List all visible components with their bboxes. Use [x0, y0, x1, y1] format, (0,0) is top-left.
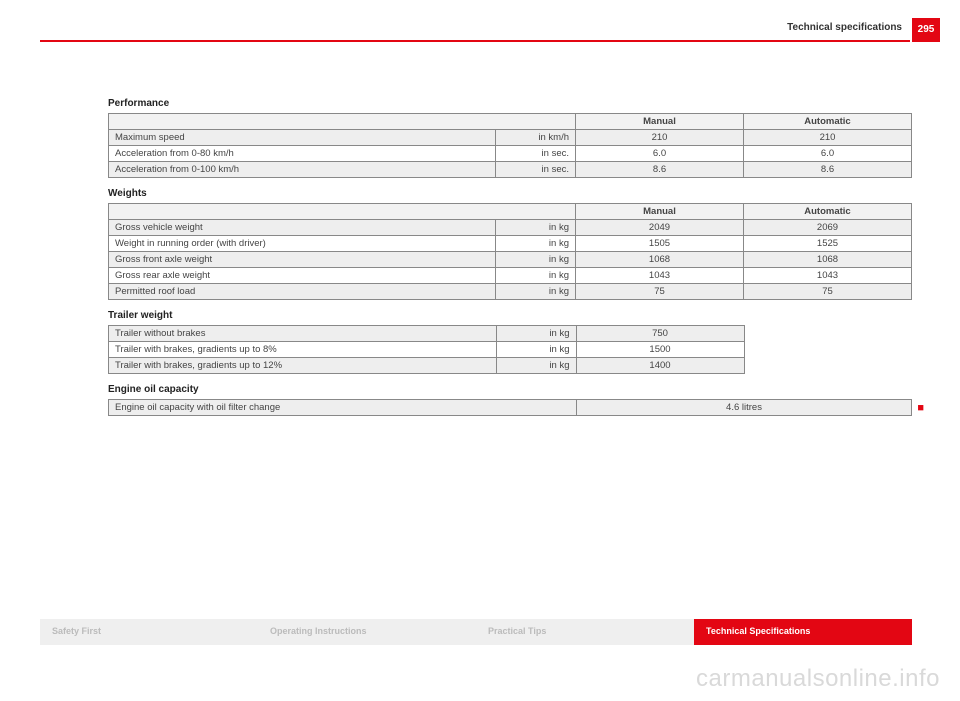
cell-manual: 2049 [576, 220, 744, 236]
cell-label: Gross front axle weight [109, 252, 496, 268]
header-title: Technical specifications [787, 22, 902, 33]
table-header-row: Manual Automatic [109, 114, 912, 130]
performance-table: Manual Automatic Maximum speed in km/h 2… [108, 113, 912, 178]
end-mark-icon: ■ [917, 402, 924, 414]
table-row: Acceleration from 0-80 km/h in sec. 6.0 … [109, 146, 912, 162]
cell-automatic: 6.0 [744, 146, 912, 162]
cell-unit: in kg [496, 342, 576, 358]
header-rule [40, 40, 910, 42]
table-header-row: Manual Automatic [109, 204, 912, 220]
cell-manual: 1043 [576, 268, 744, 284]
cell-automatic: 1525 [744, 236, 912, 252]
cell-unit: in kg [496, 326, 576, 342]
cell-value: 1400 [576, 358, 744, 374]
cell-empty [744, 326, 912, 342]
cell-unit: in kg [496, 268, 576, 284]
cell-label: Weight in running order (with driver) [109, 236, 496, 252]
page-header: Technical specifications 295 [40, 18, 960, 40]
table-row: Trailer without brakes in kg 750 [109, 326, 913, 342]
cell-automatic: 75 [744, 284, 912, 300]
cell-empty [744, 342, 912, 358]
cell-label: Gross rear axle weight [109, 268, 496, 284]
table-header-automatic: Automatic [744, 114, 912, 130]
cell-value: 1500 [576, 342, 744, 358]
table-row: Gross front axle weight in kg 1068 1068 [109, 252, 912, 268]
footer-nav: Safety First Operating Instructions Prac… [40, 619, 912, 645]
cell-empty [744, 358, 912, 374]
cell-unit: in sec. [496, 146, 576, 162]
table-header-manual: Manual [576, 204, 744, 220]
cell-label: Permitted roof load [109, 284, 496, 300]
table-header-blank [109, 114, 576, 130]
table-row: Trailer with brakes, gradients up to 12%… [109, 358, 913, 374]
cell-automatic: 1068 [744, 252, 912, 268]
table-row: Gross rear axle weight in kg 1043 1043 [109, 268, 912, 284]
cell-manual: 75 [576, 284, 744, 300]
cell-unit: in kg [496, 358, 576, 374]
cell-value: 750 [576, 326, 744, 342]
cell-label: Engine oil capacity with oil filter chan… [109, 400, 577, 416]
cell-unit: in km/h [496, 130, 576, 146]
nav-specs[interactable]: Technical Specifications [694, 619, 912, 645]
cell-label: Trailer with brakes, gradients up to 8% [109, 342, 497, 358]
section-title-engine: Engine oil capacity [108, 384, 912, 395]
cell-automatic: 1043 [744, 268, 912, 284]
content-area: Performance Manual Automatic Maximum spe… [108, 88, 912, 416]
cell-label: Acceleration from 0-100 km/h [109, 162, 496, 178]
nav-safety[interactable]: Safety First [40, 619, 258, 645]
cell-unit: in kg [496, 236, 576, 252]
cell-unit: in kg [496, 220, 576, 236]
cell-manual: 6.0 [576, 146, 744, 162]
cell-label: Maximum speed [109, 130, 496, 146]
table-header-manual: Manual [576, 114, 744, 130]
section-title-weights: Weights [108, 188, 912, 199]
cell-label: Trailer with brakes, gradients up to 12% [109, 358, 497, 374]
section-title-trailer: Trailer weight [108, 310, 912, 321]
nav-operating[interactable]: Operating Instructions [258, 619, 476, 645]
cell-unit: in sec. [496, 162, 576, 178]
engine-table: Engine oil capacity with oil filter chan… [108, 399, 912, 416]
watermark: carmanualsonline.info [696, 665, 940, 693]
cell-automatic: 8.6 [744, 162, 912, 178]
table-row: Weight in running order (with driver) in… [109, 236, 912, 252]
table-row: Permitted roof load in kg 75 75 [109, 284, 912, 300]
trailer-table: Trailer without brakes in kg 750 Trailer… [108, 325, 912, 374]
cell-label: Acceleration from 0-80 km/h [109, 146, 496, 162]
cell-automatic: 2069 [744, 220, 912, 236]
cell-manual: 210 [576, 130, 744, 146]
cell-value: 4.6 litres [577, 400, 912, 416]
nav-tips[interactable]: Practical Tips [476, 619, 694, 645]
table-row: Trailer with brakes, gradients up to 8% … [109, 342, 913, 358]
cell-label: Trailer without brakes [109, 326, 497, 342]
table-row: Maximum speed in km/h 210 210 [109, 130, 912, 146]
cell-manual: 1068 [576, 252, 744, 268]
table-row: Acceleration from 0-100 km/h in sec. 8.6… [109, 162, 912, 178]
table-row: Gross vehicle weight in kg 2049 2069 [109, 220, 912, 236]
cell-label: Gross vehicle weight [109, 220, 496, 236]
cell-unit: in kg [496, 252, 576, 268]
table-header-automatic: Automatic [744, 204, 912, 220]
section-title-performance: Performance [108, 98, 912, 109]
page-number: 295 [912, 18, 940, 42]
cell-manual: 8.6 [576, 162, 744, 178]
cell-manual: 1505 [576, 236, 744, 252]
weights-table: Manual Automatic Gross vehicle weight in… [108, 203, 912, 300]
cell-automatic: 210 [744, 130, 912, 146]
cell-unit: in kg [496, 284, 576, 300]
table-row: Engine oil capacity with oil filter chan… [109, 400, 912, 416]
table-header-blank [109, 204, 576, 220]
